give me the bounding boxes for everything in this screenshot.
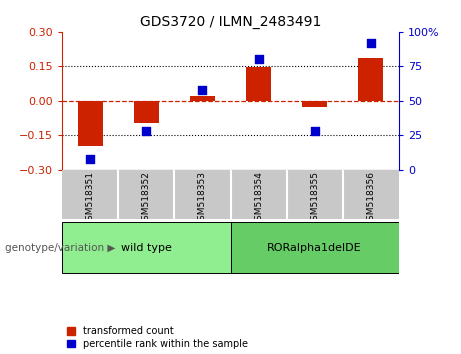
- Text: wild type: wild type: [121, 243, 172, 253]
- Point: [199, 87, 206, 93]
- Bar: [134, 101, 159, 123]
- Text: GSM518354: GSM518354: [254, 171, 263, 226]
- Text: RORalpha1delDE: RORalpha1delDE: [267, 243, 362, 253]
- Point: [87, 156, 94, 162]
- Bar: [302, 101, 327, 107]
- Text: GSM518353: GSM518353: [198, 171, 207, 226]
- Bar: [246, 68, 271, 101]
- Legend: transformed count, percentile rank within the sample: transformed count, percentile rank withi…: [67, 326, 248, 349]
- Point: [311, 129, 318, 134]
- Bar: [190, 96, 215, 101]
- Text: GSM518356: GSM518356: [366, 171, 375, 226]
- FancyBboxPatch shape: [62, 222, 230, 273]
- Text: GSM518355: GSM518355: [310, 171, 319, 226]
- Text: GSM518352: GSM518352: [142, 171, 151, 226]
- Bar: [77, 101, 103, 146]
- Text: GSM518351: GSM518351: [86, 171, 95, 226]
- Point: [142, 129, 150, 134]
- Bar: [358, 58, 384, 101]
- Point: [367, 40, 374, 46]
- Text: genotype/variation ▶: genotype/variation ▶: [5, 243, 115, 253]
- Point: [255, 57, 262, 62]
- FancyBboxPatch shape: [230, 222, 399, 273]
- Title: GDS3720 / ILMN_2483491: GDS3720 / ILMN_2483491: [140, 16, 321, 29]
